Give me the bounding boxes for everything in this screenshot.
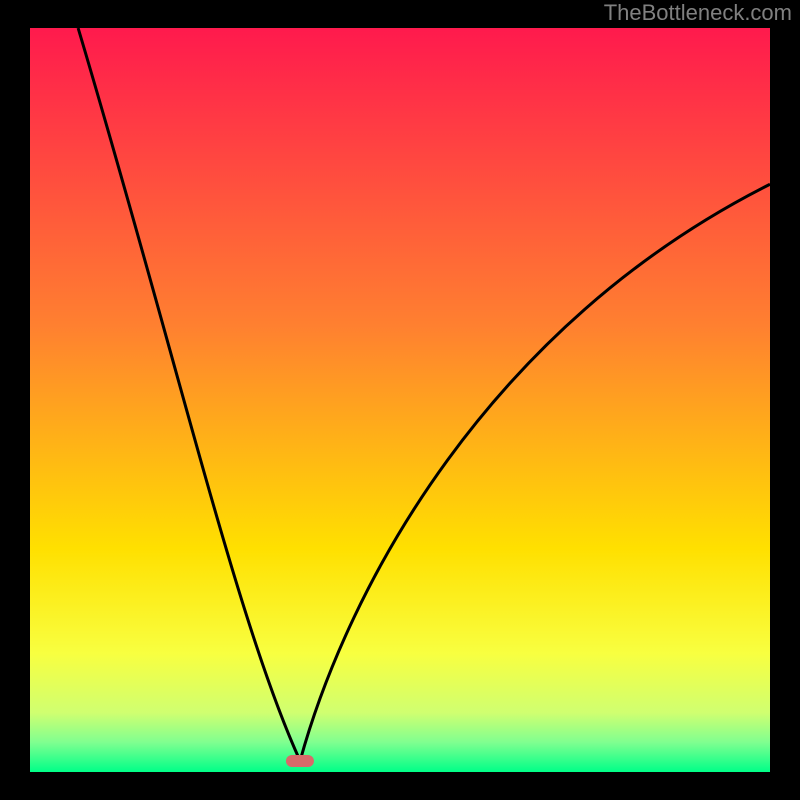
bottleneck-curve <box>78 28 770 761</box>
curve-svg <box>30 28 770 772</box>
bottleneck-marker <box>286 755 314 767</box>
watermark-text: TheBottleneck.com <box>604 0 792 26</box>
chart-container: TheBottleneck.com <box>0 0 800 800</box>
plot-area <box>30 28 770 772</box>
